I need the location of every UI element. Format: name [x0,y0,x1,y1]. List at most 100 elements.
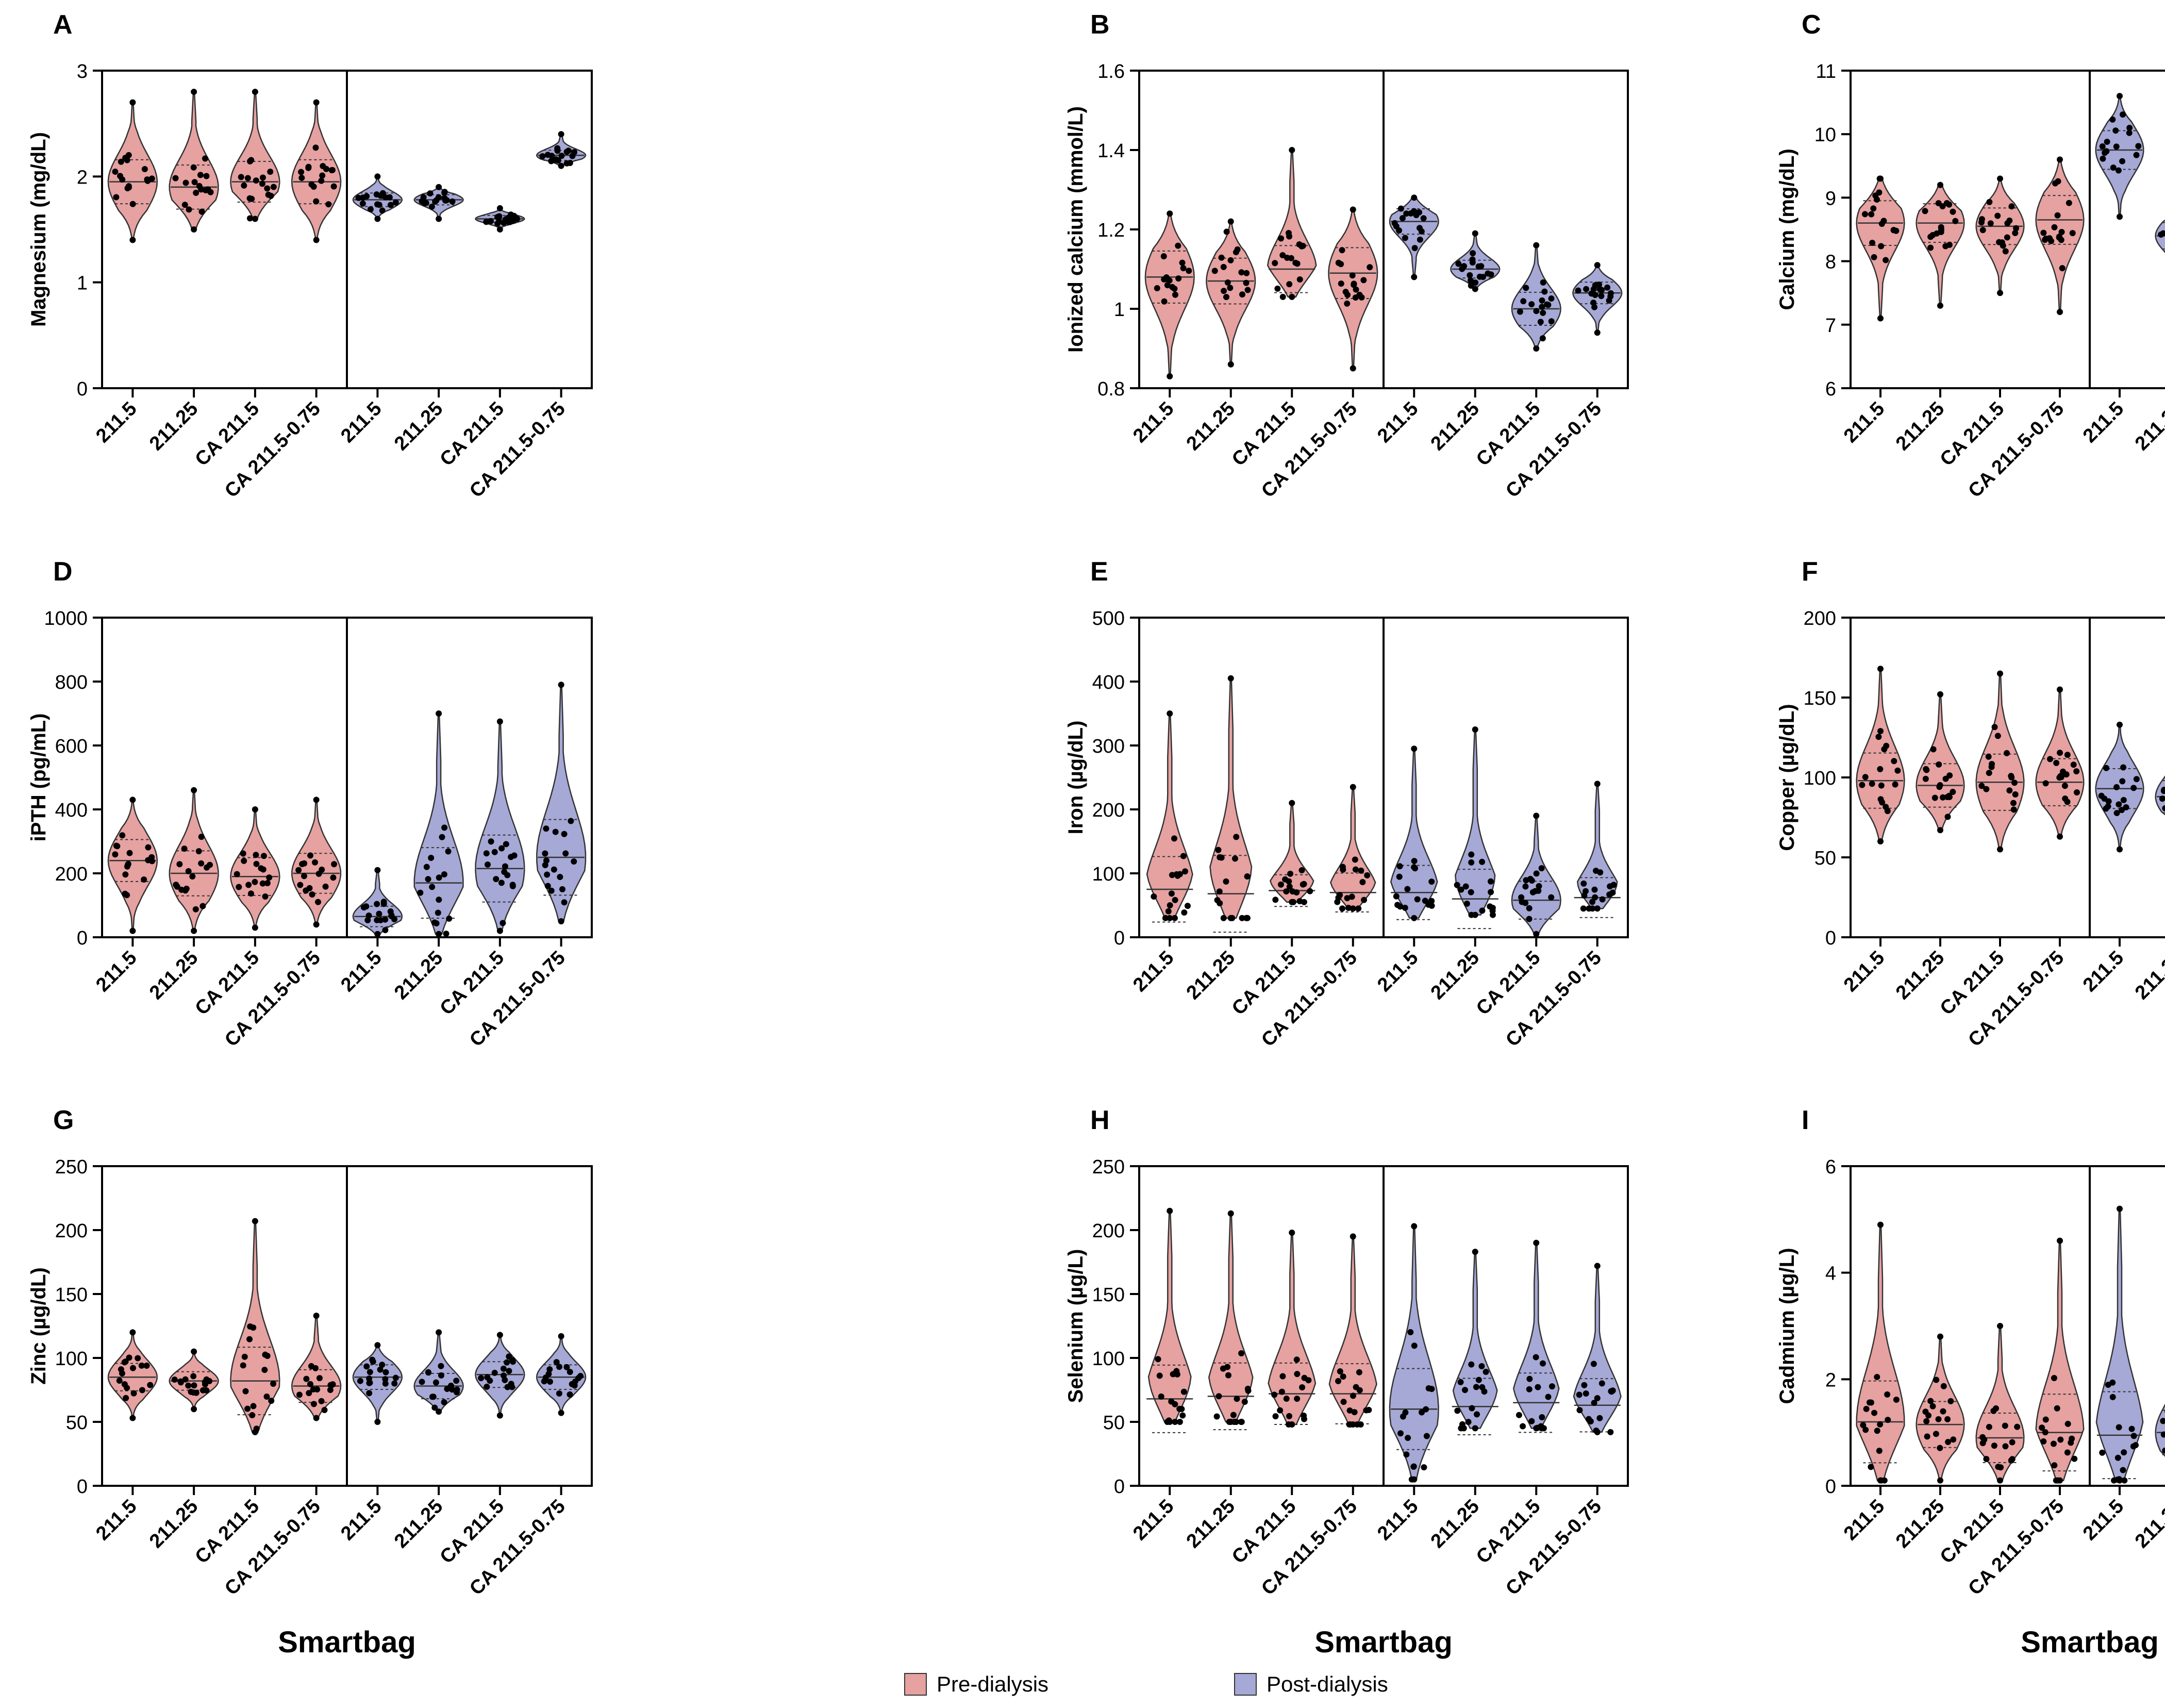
post-point [2130,1433,2137,1439]
y-tick-label: 0.8 [1097,378,1125,400]
pre-point [319,172,326,179]
legend-label: Post-dialysis [1267,1672,1388,1696]
pre-point [113,194,120,201]
y-tick-label: 500 [1092,608,1125,629]
pre-point [1352,294,1359,301]
pre-violin [1329,786,1376,909]
pre-point [1286,878,1292,885]
pre-point [1234,1396,1240,1402]
pre-violin [1856,668,1905,842]
post-point [1411,745,1418,752]
pre-point [1274,285,1281,292]
post-point [1468,859,1475,866]
pre-point [1935,1416,1942,1422]
pre-point [1892,781,1898,788]
pre-point [1283,1396,1290,1402]
post-violin [2095,1208,2144,1481]
pre-point [1290,899,1296,905]
post-point [380,899,387,905]
x-tick-label: 211.25 [1427,398,1484,455]
post-point [2133,776,2140,783]
post-point [363,903,370,910]
post-point [2117,1205,2123,1212]
post-point [2117,213,2123,220]
post-point [1396,227,1403,234]
post-point [1533,1354,1539,1361]
post-point [1533,812,1540,819]
pre-point [1356,1387,1363,1394]
pre-point [2057,750,2063,756]
post-point [503,841,509,848]
post-point [496,205,503,211]
pre-point [126,1354,132,1361]
post-point [1580,880,1587,887]
pre-point [313,1415,320,1421]
pre-point [1340,1399,1347,1405]
post-violin [2155,1403,2165,1457]
pre-point [1337,1368,1343,1374]
pre-point [1286,281,1293,288]
pre-point [252,215,258,222]
pre-point [2059,265,2066,272]
y-tick-label: 50 [1103,1412,1125,1434]
post-point [1539,335,1546,342]
post-point [425,1369,431,1375]
pre-point [123,1395,129,1401]
post-point [1412,865,1419,872]
pre-point [145,844,152,851]
pre-point [1878,221,1885,227]
pre-point [315,899,322,905]
pre-point [124,157,130,163]
pre-point [2012,791,2019,798]
post-point [1588,290,1595,297]
pre-point [1164,1419,1171,1425]
post-point [1410,1463,1417,1470]
x-tick-label: 211.5 [337,398,386,447]
post-point [544,152,551,158]
pre-point [129,1329,136,1336]
post-point [1421,1464,1427,1471]
post-point [382,1376,389,1383]
pre-point [122,1358,129,1365]
pre-point [247,890,254,897]
post-point [439,834,445,840]
x-tick-label: 211.25 [390,398,447,455]
post-point [1465,1419,1472,1425]
post-point [1538,865,1545,872]
pre-point [260,866,267,873]
post-point [429,884,436,890]
pre-point [1179,259,1186,266]
pre-point [1935,200,1942,207]
y-tick-label: 100 [1092,864,1125,885]
post-point [1528,301,1535,308]
post-point [374,215,381,222]
post-point [364,917,371,923]
pre-point [264,185,271,192]
post-point [485,861,491,868]
post-point [2120,797,2127,803]
post-point [1411,915,1418,921]
post-point [1402,904,1408,911]
pre-point [1947,1398,1954,1404]
pre-point [1239,291,1245,298]
post-point [2105,803,2111,810]
pre-point [129,237,136,243]
post-point [544,883,551,889]
post-point [1454,1407,1461,1414]
pre-point [1227,1210,1234,1217]
pre-point [198,860,205,867]
post-point [436,710,442,717]
x-tick-label: 211.25 [2131,398,2165,455]
post-point [423,200,429,206]
panel-letter: I [1802,1105,1809,1135]
post-point [1548,318,1555,325]
x-tick-label: 211.25 [1892,398,1948,455]
pre-point [1288,255,1294,261]
post-point [567,1369,573,1375]
pre-point [1167,210,1173,217]
post-point [1407,210,1414,217]
y-tick-label: 2 [77,167,88,188]
pre-point [202,1379,208,1385]
post-point [1472,286,1478,292]
